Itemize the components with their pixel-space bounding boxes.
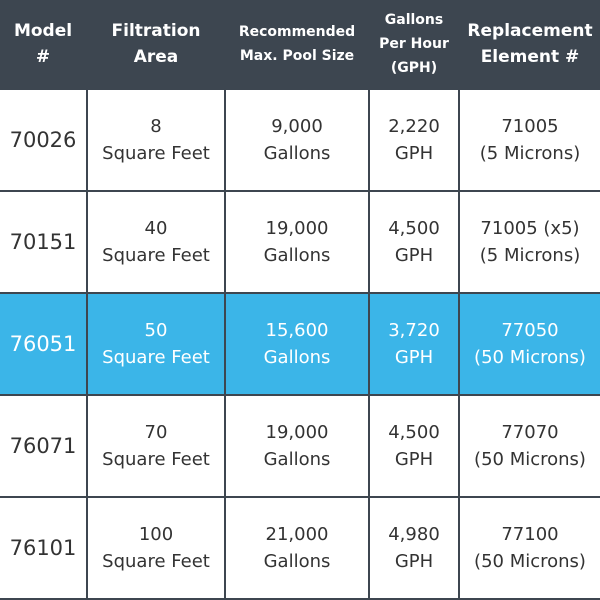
header-gph: Gallons Per Hour (GPH) — [379, 12, 449, 76]
table-row: 76101 100 Square Feet 21,000 Gallons 4,980 GPH… — [0, 498, 600, 598]
cell-pool: 19,000 Gallons — [226, 192, 368, 292]
cell-area: 70 Square Feet — [88, 396, 224, 496]
cell-gph: 4,500 GPH — [370, 192, 458, 292]
cell-gph: 2,220 GPH — [370, 90, 458, 190]
cell-gph: 4,980 GPH — [370, 498, 458, 598]
header-filtration-area: Filtration Area — [111, 21, 201, 67]
cell-element: 71005 (x5) (5 Microns) — [460, 192, 600, 292]
header-row: Model # Filtration Area Recommended Max.… — [0, 0, 600, 88]
cell-area: 8 Square Feet — [88, 90, 224, 190]
table-row: 70026 8 Square Feet 9,000 Gallons 2,220 GPH 710… — [0, 90, 600, 190]
cell-pool: 9,000 Gallons — [226, 90, 368, 190]
header-model: Model # — [13, 21, 73, 67]
cell-model: 76071 — [0, 396, 86, 496]
cell-area: 40 Square Feet — [88, 192, 224, 292]
cell-model: 76051 — [0, 294, 86, 394]
cell-element: 71005 (5 Microns) — [460, 90, 600, 190]
header-max-pool-size: Recommended Max. Pool Size — [238, 24, 356, 64]
cell-area: 100 Square Feet — [88, 498, 224, 598]
cell-area: 50 Square Feet — [88, 294, 224, 394]
cell-pool: 21,000 Gallons — [226, 498, 368, 598]
cell-gph: 3,720 GPH — [370, 294, 458, 394]
cell-element: 77100 (50 Microns) — [460, 498, 600, 598]
table-row: 76051 50 Square Feet 15,600 Gallons 3,720 GPH 7… — [0, 294, 600, 394]
cell-element: 77070 (50 Microns) — [460, 396, 600, 496]
cell-model: 70151 — [0, 192, 86, 292]
cell-model: 70026 — [0, 90, 86, 190]
cell-gph: 4,500 GPH — [370, 396, 458, 496]
cell-element: 77050 (50 Microns) — [460, 294, 600, 394]
table-row: 70151 40 Square Feet 19,000 Gallons 4,500 GPH 7… — [0, 192, 600, 292]
header-replacement-element: Replacement Element # — [467, 21, 593, 67]
cell-pool: 19,000 Gallons — [226, 396, 368, 496]
cell-pool: 15,600 Gallons — [226, 294, 368, 394]
table-row: 76071 70 Square Feet 19,000 Gallons 4,500 GPH 7… — [0, 396, 600, 496]
cell-model: 76101 — [0, 498, 86, 598]
